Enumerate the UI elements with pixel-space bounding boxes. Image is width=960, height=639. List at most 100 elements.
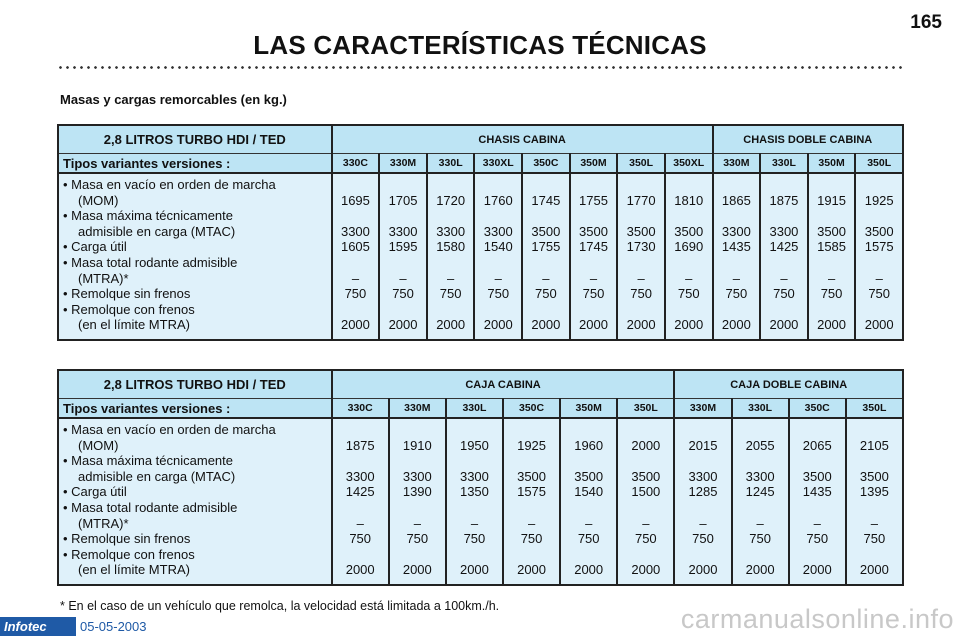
variant-code: 330M: [673, 398, 732, 419]
group-header: CHASIS CABINA: [330, 125, 713, 154]
spec-value: 750: [406, 531, 429, 547]
spec-value: 2000: [345, 562, 375, 578]
spec-label: • Carga útil: [63, 239, 127, 255]
spec-value: 1770: [626, 192, 656, 208]
value-list: 2065 3500 1435 –750 2000: [790, 419, 845, 578]
variant-header-row: Tipos variantes versiones :330C 330M 330L 3…: [58, 398, 903, 419]
spacer: [733, 422, 788, 438]
spec-value: 750: [344, 286, 367, 302]
spec-value: 2000: [769, 317, 799, 333]
spec-value: 2015: [688, 437, 718, 453]
variant-code: 350L: [844, 398, 903, 419]
spacer: [809, 302, 855, 318]
spec-value: –: [870, 515, 878, 531]
spec-value: 2000: [459, 562, 489, 578]
spacer: [856, 302, 902, 318]
spec-value: 750: [725, 286, 748, 302]
page-number: 165: [910, 12, 942, 33]
spacer: [428, 208, 474, 224]
spec-value: 1435: [721, 239, 751, 255]
spacer: [561, 422, 616, 438]
spec-value: 1705: [388, 192, 418, 208]
spacer: [618, 453, 673, 469]
value-list: 2000 3500 1500 –750 2000: [618, 419, 673, 578]
spacer: [618, 302, 664, 318]
spec-value: 1875: [769, 192, 799, 208]
spec-label-list: • Masa en vacío en orden de marcha (MOM) •…: [63, 419, 331, 584]
spacer: [714, 208, 760, 224]
spacer: [504, 453, 559, 469]
spec-value: 3500: [531, 223, 561, 239]
site-watermark: carmanualsonline.info: [680, 604, 954, 634]
page-title: LAS CARACTERÍSTICAS TÉCNICAS: [253, 30, 707, 60]
variant-code: 330C: [330, 398, 389, 419]
spacer: [390, 453, 445, 469]
variant-code: 350L: [616, 398, 675, 419]
group-header-row: 2,8 LITROS TURBO HDI / TED CHASIS CABINA C…: [58, 125, 903, 154]
spec-value: 1500: [631, 484, 661, 500]
spec-value: 2000: [802, 562, 832, 578]
spacer: [666, 255, 712, 271]
spacer: [428, 302, 474, 318]
spec-value: 2000: [531, 317, 561, 333]
spacer: [475, 177, 521, 193]
spacer: [666, 302, 712, 318]
value-list: 1915 3500 1585 –750 2000: [809, 174, 855, 333]
spacer: [675, 422, 730, 438]
spec-value: 1695: [340, 192, 370, 208]
spacer: [761, 177, 807, 193]
variant-code: 350C: [501, 398, 561, 419]
spacer: [790, 500, 845, 516]
spec-value: 750: [634, 531, 657, 547]
spacer: [809, 177, 855, 193]
spec-value: –: [637, 270, 645, 286]
spacer: [618, 177, 664, 193]
spec-value: 750: [863, 531, 886, 547]
spec-value: 3300: [745, 468, 775, 484]
spec-label: (MTRA)*: [78, 515, 129, 531]
spec-value: 1595: [388, 239, 418, 255]
spacer: [675, 453, 730, 469]
spacer: [390, 547, 445, 563]
spacer: [618, 500, 673, 516]
spec-value: 3300: [721, 223, 751, 239]
value-list: 1720 3300 1580 –750 2000: [428, 174, 474, 333]
spacer: [675, 547, 730, 563]
value-column: 1770 3500 1730 –750 2000: [616, 173, 665, 340]
spacer: [733, 500, 788, 516]
spec-value: 750: [677, 286, 700, 302]
spec-value: –: [470, 515, 479, 531]
spec-value: –: [780, 270, 788, 286]
variant-code: 330XL: [473, 153, 523, 174]
spacer: [380, 255, 426, 271]
spacer: [856, 208, 902, 224]
spec-value: 3300: [388, 223, 418, 239]
spacer: [571, 255, 617, 271]
spec-value: 1755: [531, 239, 561, 255]
spacer: [523, 177, 569, 193]
spec-value: –: [527, 515, 536, 531]
spec-value: 1435: [802, 484, 832, 500]
section-subtitle: Masas y cargas remorcables (en kg.): [60, 92, 287, 107]
spec-value: 750: [487, 286, 510, 302]
spec-value: 2000: [674, 317, 704, 333]
value-list: 1925 3500 1575 –750 2000: [856, 174, 902, 333]
dotted-divider: [57, 65, 903, 70]
spacer: [333, 547, 388, 563]
spec-value: 2000: [483, 317, 513, 333]
value-column: 1745 3500 1755 –750 2000: [521, 173, 570, 340]
spacer: [809, 208, 855, 224]
spec-value: 1585: [817, 239, 847, 255]
variant-code: 330M: [387, 398, 446, 419]
spacer: [428, 177, 474, 193]
spacer: [733, 453, 788, 469]
spec-value: 1915: [817, 192, 847, 208]
spec-value: 750: [439, 286, 462, 302]
variant-code: 350M: [568, 153, 618, 174]
spec-value: 3300: [402, 468, 432, 484]
value-list: 1755 3500 1745 –750 2000: [571, 174, 617, 333]
spacer: [847, 422, 902, 438]
spec-label: • Remolque con frenos: [63, 546, 195, 562]
spec-value: 2000: [817, 317, 847, 333]
spacer: [504, 547, 559, 563]
